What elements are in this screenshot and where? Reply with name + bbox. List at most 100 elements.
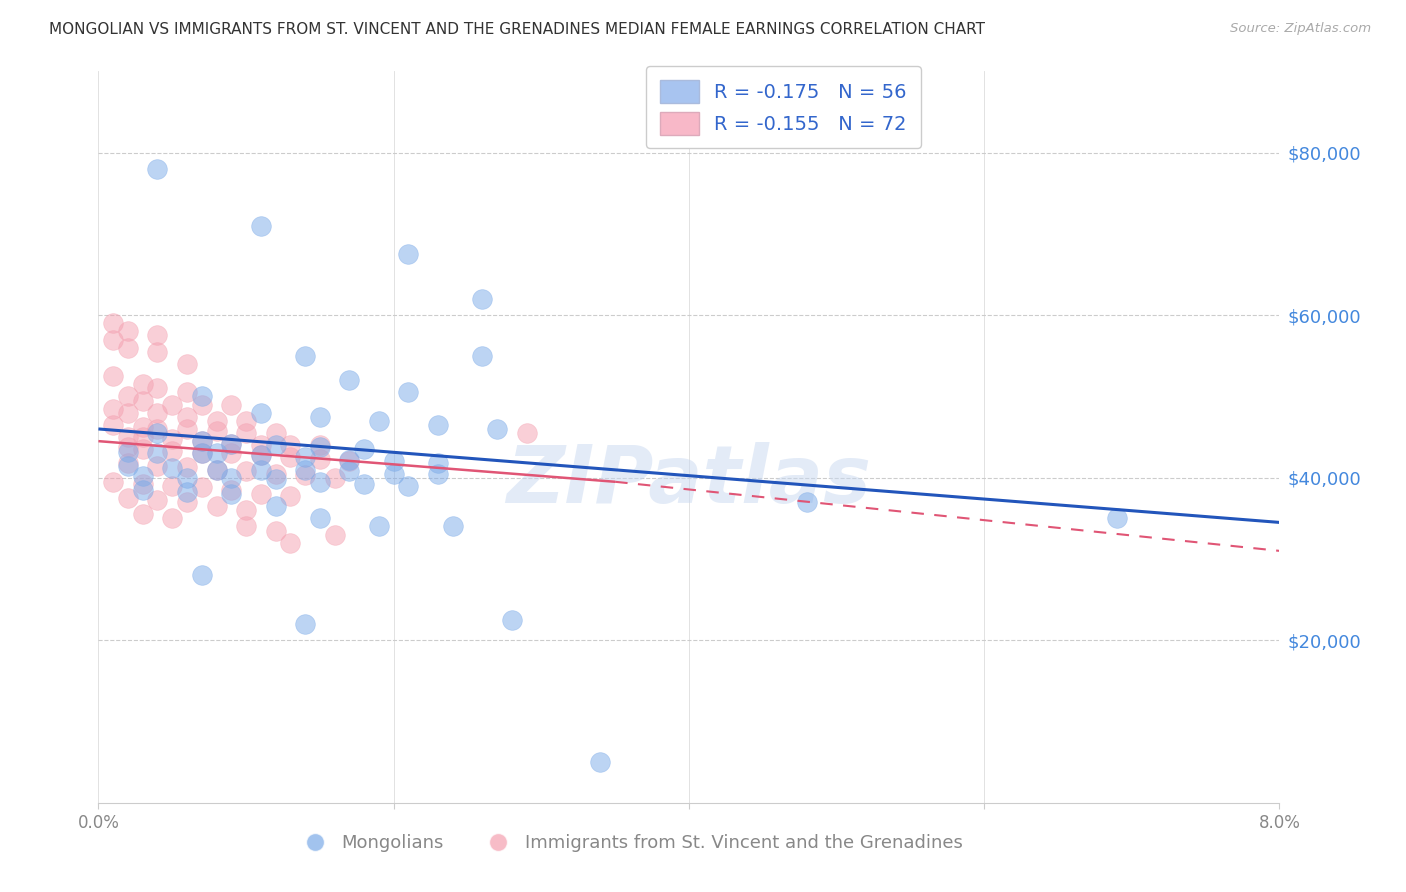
Point — [309, 409, 332, 424]
Point — [176, 422, 198, 436]
Point — [382, 454, 405, 468]
Point — [132, 430, 155, 444]
Point — [264, 467, 287, 481]
Point — [235, 464, 257, 478]
Point — [146, 344, 169, 359]
Point — [441, 519, 464, 533]
Point — [323, 527, 346, 541]
Point — [176, 495, 198, 509]
Point — [162, 511, 183, 525]
Point — [589, 755, 612, 769]
Point — [117, 491, 139, 505]
Point — [294, 450, 316, 465]
Point — [486, 422, 509, 436]
Point — [117, 458, 139, 473]
Point — [117, 456, 139, 470]
Point — [146, 381, 169, 395]
Point — [339, 373, 361, 387]
Point — [221, 436, 243, 450]
Point — [309, 440, 332, 454]
Point — [250, 219, 273, 233]
Point — [280, 489, 302, 503]
Point — [309, 511, 332, 525]
Point — [235, 503, 257, 517]
Point — [117, 341, 139, 355]
Point — [117, 430, 139, 444]
Point — [176, 471, 198, 485]
Text: ZIPatlas: ZIPatlas — [506, 442, 872, 520]
Point — [280, 535, 302, 549]
Point — [132, 508, 155, 522]
Point — [264, 472, 287, 486]
Text: MONGOLIAN VS IMMIGRANTS FROM ST. VINCENT AND THE GRENADINES MEDIAN FEMALE EARNIN: MONGOLIAN VS IMMIGRANTS FROM ST. VINCENT… — [49, 22, 986, 37]
Point — [250, 487, 273, 501]
Point — [176, 460, 198, 475]
Legend: Mongolians, Immigrants from St. Vincent and the Grenadines: Mongolians, Immigrants from St. Vincent … — [290, 827, 970, 860]
Point — [368, 519, 391, 533]
Point — [264, 438, 287, 452]
Point — [309, 475, 332, 489]
Point — [146, 406, 169, 420]
Point — [103, 401, 125, 416]
Point — [146, 422, 169, 436]
Point — [103, 369, 125, 384]
Point — [191, 434, 214, 449]
Point — [221, 436, 243, 450]
Text: Source: ZipAtlas.com: Source: ZipAtlas.com — [1230, 22, 1371, 36]
Point — [146, 161, 169, 176]
Point — [191, 434, 214, 449]
Point — [205, 462, 228, 476]
Point — [382, 467, 405, 481]
Point — [191, 480, 214, 494]
Point — [191, 389, 214, 403]
Point — [103, 316, 125, 330]
Point — [191, 446, 214, 460]
Point — [191, 398, 214, 412]
Point — [132, 442, 155, 457]
Point — [427, 467, 450, 481]
Point — [205, 414, 228, 428]
Point — [294, 349, 316, 363]
Point — [132, 469, 155, 483]
Point — [176, 485, 198, 500]
Point — [221, 446, 243, 460]
Point — [221, 487, 243, 501]
Point — [205, 462, 228, 476]
Point — [264, 425, 287, 440]
Point — [398, 385, 420, 400]
Point — [339, 464, 361, 478]
Point — [176, 385, 198, 400]
Point — [235, 425, 257, 440]
Point — [176, 409, 198, 424]
Point — [398, 247, 420, 261]
Point — [146, 328, 169, 343]
Point — [471, 349, 494, 363]
Point — [339, 453, 361, 467]
Point — [264, 499, 287, 513]
Point — [1107, 511, 1129, 525]
Point — [117, 440, 139, 454]
Point — [264, 524, 287, 538]
Point — [103, 475, 125, 489]
Point — [103, 417, 125, 432]
Point — [280, 450, 302, 465]
Point — [162, 461, 183, 475]
Point — [162, 443, 183, 458]
Point — [132, 483, 155, 497]
Point — [117, 406, 139, 420]
Point — [427, 417, 450, 432]
Point — [235, 414, 257, 428]
Point — [339, 454, 361, 468]
Point — [117, 389, 139, 403]
Point — [162, 398, 183, 412]
Point — [205, 499, 228, 513]
Point — [294, 468, 316, 483]
Point — [796, 495, 818, 509]
Point — [323, 471, 346, 485]
Point — [501, 613, 523, 627]
Point — [516, 425, 538, 440]
Point — [162, 432, 183, 446]
Point — [146, 446, 169, 460]
Point — [294, 462, 316, 476]
Point — [132, 420, 155, 434]
